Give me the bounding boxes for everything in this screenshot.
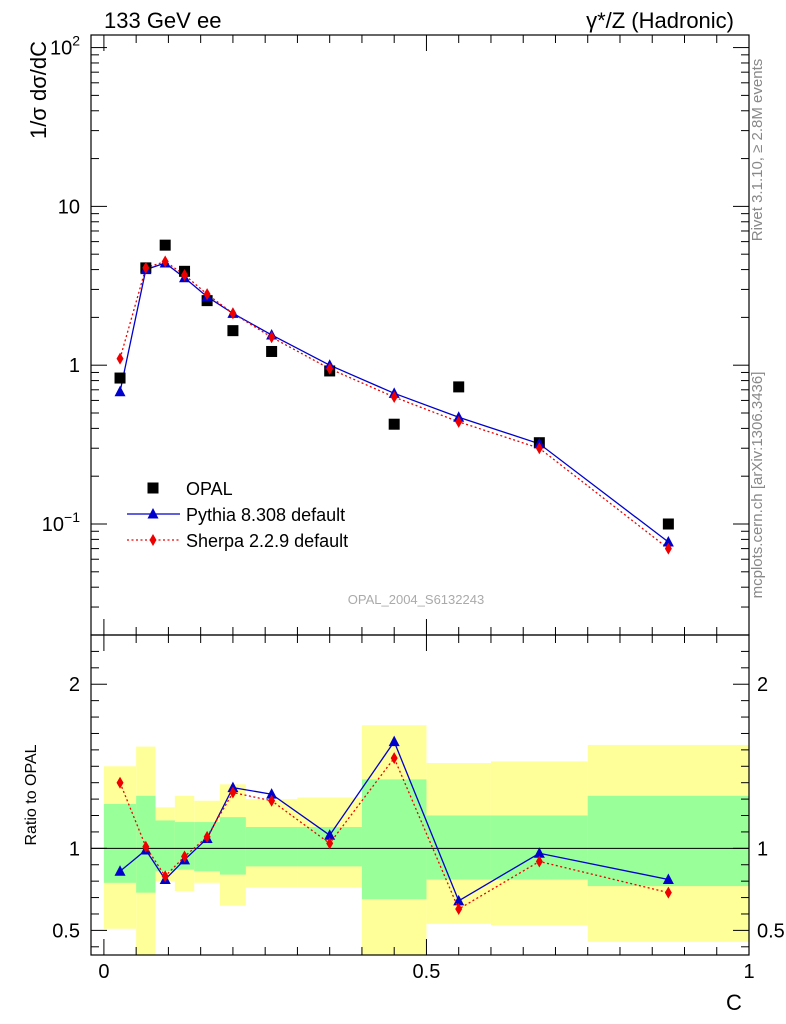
legend-marker-sherpa [149, 534, 157, 546]
analysis-watermark: OPAL_2004_S6132243 [348, 592, 484, 607]
sherpa-point [203, 288, 211, 301]
x-tick-label: 0.5 [413, 961, 441, 983]
sherpa-point [390, 391, 398, 404]
ratio-y-axis-label: Ratio to OPAL [23, 744, 40, 845]
sherpa-point [181, 268, 189, 281]
rivet-label: Rivet 3.1.10, ≥ 2.8M events [749, 59, 766, 242]
ratio-y-tick-label-right: 2 [757, 674, 768, 696]
opal-point [388, 418, 400, 430]
band-inner-6 [245, 827, 298, 867]
main-y-tick-label: 10−1 [42, 509, 80, 536]
x-tick-label: 0 [98, 961, 109, 983]
header-left: 133 GeV ee [104, 8, 221, 33]
legend-marker-pythia [147, 508, 159, 519]
sherpa-ratio-point [390, 752, 398, 765]
opal-point [114, 372, 126, 384]
pythia-ratio-point [266, 788, 278, 799]
pythia-ratio-line [119, 740, 669, 902]
opal-point [453, 381, 465, 393]
ratio-y-tick-label-left: 1 [69, 838, 80, 860]
ratio-frame [90, 634, 750, 956]
main-y-tick-label: 1 [69, 355, 80, 377]
sherpa-ratio-point [203, 830, 211, 843]
ratio-axis-ticks: 0 0.5 12 21 10.5 0.5 [52, 635, 785, 983]
sherpa-ratio-point [142, 840, 150, 853]
main-axis-ticks: 102 10 1 10−1 [42, 33, 750, 636]
band-inner-11 [587, 795, 749, 887]
sherpa-ratio-point [161, 870, 169, 883]
sherpa-point [326, 362, 334, 375]
pythia-ratio-point [533, 847, 545, 858]
opal-point [266, 345, 278, 357]
sherpa-point [664, 542, 672, 555]
header-right: γ*/Z (Hadronic) [586, 8, 734, 33]
band-inner-2 [155, 820, 175, 872]
main-y-axis-label: 1/σ dσ/dC [26, 41, 51, 139]
sherpa-ratio-point [455, 903, 463, 916]
sherpa-point [116, 352, 124, 365]
legend: OPAL Pythia 8.308 default Sherpa 2.2.9 def… [127, 479, 348, 551]
sherpa-point [455, 415, 463, 428]
sherpa-ratio-point [116, 776, 124, 789]
legend-label-pythia: Pythia 8.308 default [186, 505, 345, 525]
main-y-tick-label: 10 [58, 196, 80, 218]
sherpa-ratio-point [181, 850, 189, 863]
sherpa-point [268, 331, 276, 344]
ratio-y-tick-label-right: 0.5 [757, 920, 785, 942]
opal-point [159, 239, 171, 251]
legend-marker-opal [147, 482, 159, 494]
pythia-ratio-point [453, 894, 465, 906]
sherpa-ratio-point [268, 794, 276, 807]
legend-label-opal: OPAL [186, 479, 233, 499]
main-series [114, 239, 674, 555]
mcplots-label: mcplots.cern.ch [arXiv:1306.3436] [749, 372, 766, 599]
x-tick-label: 1 [743, 961, 754, 983]
pythia-point [662, 536, 674, 547]
ratio-bands [103, 725, 749, 955]
ratio-y-tick-label-right: 1 [757, 838, 768, 860]
ratio-y-tick-label-left: 0.5 [52, 920, 80, 942]
sherpa-point [229, 307, 237, 320]
main-y-tick-label: 102 [50, 33, 80, 60]
sherpa-ratio-point [326, 837, 334, 850]
ratio-y-tick-label-left: 2 [69, 674, 80, 696]
pythia-point [114, 385, 126, 397]
pythia-ratio-point [388, 735, 400, 747]
sherpa-ratio-point [535, 855, 543, 868]
pythia-ratio-point [114, 865, 126, 876]
band-inner-3 [174, 822, 195, 870]
opal-point [662, 518, 674, 530]
sherpa-ratio-point [229, 786, 237, 799]
legend-label-sherpa: Sherpa 2.2.9 default [186, 531, 348, 551]
ratio-series [114, 735, 674, 916]
opal-point [227, 325, 239, 337]
sherpa-point [161, 255, 169, 268]
sherpa-line [119, 260, 669, 550]
sherpa-point [535, 442, 543, 455]
pythia-ratio-point [662, 873, 674, 885]
band-inner-5 [220, 817, 246, 875]
band-inner-8 [361, 779, 427, 900]
pythia-ratio-point [324, 829, 336, 840]
band-inner-9 [426, 815, 491, 880]
x-axis-label: C [726, 990, 742, 1015]
sherpa-point [142, 261, 150, 274]
sherpa-ratio-point [664, 886, 672, 899]
